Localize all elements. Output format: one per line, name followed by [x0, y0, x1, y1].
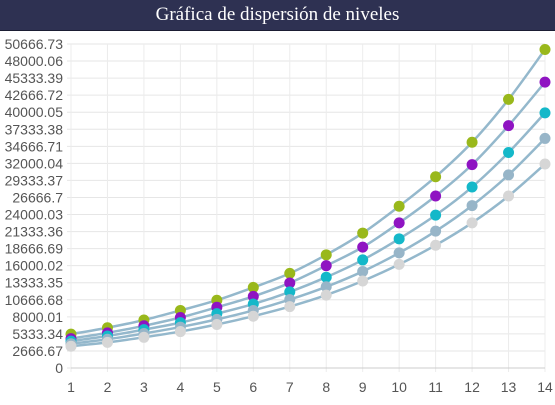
data-point[interactable] — [284, 277, 296, 289]
y-tick-label: 50666.73 — [5, 36, 64, 52]
data-point[interactable] — [466, 181, 478, 193]
data-point[interactable] — [284, 267, 296, 279]
data-point[interactable] — [503, 120, 515, 132]
data-point[interactable] — [466, 159, 478, 171]
y-tick-label: 13333.35 — [5, 275, 64, 291]
data-point[interactable] — [357, 241, 369, 253]
x-tick-label: 4 — [176, 379, 184, 395]
series-points — [65, 44, 551, 352]
data-point[interactable] — [393, 200, 405, 212]
data-point[interactable] — [430, 209, 442, 221]
x-tick-label: 5 — [213, 379, 221, 395]
y-tick-label: 2666.67 — [12, 343, 63, 359]
data-point[interactable] — [503, 190, 515, 202]
data-point[interactable] — [320, 249, 332, 261]
data-point[interactable] — [247, 281, 259, 293]
data-point[interactable] — [138, 331, 150, 343]
y-tick-label: 26666.7 — [12, 189, 63, 205]
x-axis-ticks: 1 2 3 4 5 6 7 8 9 10 11 12 13 14 — [67, 379, 553, 395]
y-tick-label: 42666.72 — [5, 87, 64, 103]
scatter-chart: 02666.675333.348000.0110666.6813333.3516… — [5, 36, 553, 395]
data-point[interactable] — [539, 158, 551, 170]
x-tick-label: 8 — [322, 379, 330, 395]
data-point[interactable] — [284, 286, 296, 298]
data-point[interactable] — [211, 319, 223, 331]
y-tick-label: 34666.71 — [5, 138, 64, 154]
y-tick-label: 40000.05 — [5, 104, 64, 120]
y-tick-label: 24000.03 — [5, 207, 64, 223]
x-tick-label: 3 — [140, 379, 148, 395]
y-tick-label: 32000.04 — [5, 155, 64, 171]
x-tick-label: 12 — [464, 379, 480, 395]
data-point[interactable] — [503, 93, 515, 105]
data-point[interactable] — [430, 225, 442, 237]
data-point[interactable] — [320, 281, 332, 293]
data-point[interactable] — [393, 258, 405, 270]
x-tick-label: 6 — [249, 379, 257, 395]
y-tick-label: 0 — [55, 360, 63, 376]
y-tick-label: 21333.36 — [5, 224, 64, 240]
data-point[interactable] — [539, 107, 551, 119]
data-point[interactable] — [539, 44, 551, 56]
y-tick-label: 16000.02 — [5, 258, 64, 274]
y-tick-label: 48000.06 — [5, 53, 64, 69]
y-tick-label: 45333.39 — [5, 70, 64, 86]
data-point[interactable] — [320, 260, 332, 272]
data-point[interactable] — [174, 326, 186, 338]
data-point[interactable] — [430, 190, 442, 202]
data-point[interactable] — [503, 146, 515, 158]
y-tick-label: 5333.34 — [12, 326, 63, 342]
data-point[interactable] — [247, 310, 259, 322]
y-tick-label: 37333.38 — [5, 121, 64, 137]
data-point[interactable] — [65, 340, 77, 352]
data-point[interactable] — [320, 271, 332, 283]
y-tick-label: 18666.69 — [5, 241, 64, 257]
data-point[interactable] — [320, 289, 332, 301]
data-point[interactable] — [430, 239, 442, 251]
data-point[interactable] — [284, 301, 296, 313]
data-point[interactable] — [430, 171, 442, 183]
x-tick-label: 9 — [359, 379, 367, 395]
x-tick-label: 13 — [501, 379, 517, 395]
y-tick-label: 29333.37 — [5, 172, 64, 188]
data-point[interactable] — [466, 217, 478, 229]
data-point[interactable] — [357, 275, 369, 287]
chart-title: Gráfica de dispersión de niveles — [0, 0, 555, 31]
data-point[interactable] — [101, 336, 113, 348]
x-tick-label: 14 — [537, 379, 553, 395]
data-point[interactable] — [539, 132, 551, 144]
x-tick-label: 1 — [67, 379, 75, 395]
data-point[interactable] — [357, 265, 369, 277]
y-tick-label: 10666.68 — [5, 292, 64, 308]
y-axis-ticks: 02666.675333.348000.0110666.6813333.3516… — [5, 36, 64, 376]
data-point[interactable] — [466, 136, 478, 148]
data-point[interactable] — [539, 76, 551, 88]
data-point[interactable] — [357, 227, 369, 239]
x-tick-label: 11 — [428, 379, 443, 395]
data-point[interactable] — [247, 290, 259, 302]
data-point[interactable] — [357, 254, 369, 266]
data-point[interactable] — [466, 200, 478, 212]
data-point[interactable] — [393, 247, 405, 259]
y-tick-label: 8000.01 — [12, 309, 63, 325]
x-tick-label: 10 — [391, 379, 407, 395]
data-point[interactable] — [393, 217, 405, 229]
data-point[interactable] — [503, 169, 515, 181]
x-tick-label: 2 — [104, 379, 112, 395]
x-tick-label: 7 — [286, 379, 294, 395]
data-point[interactable] — [393, 233, 405, 245]
